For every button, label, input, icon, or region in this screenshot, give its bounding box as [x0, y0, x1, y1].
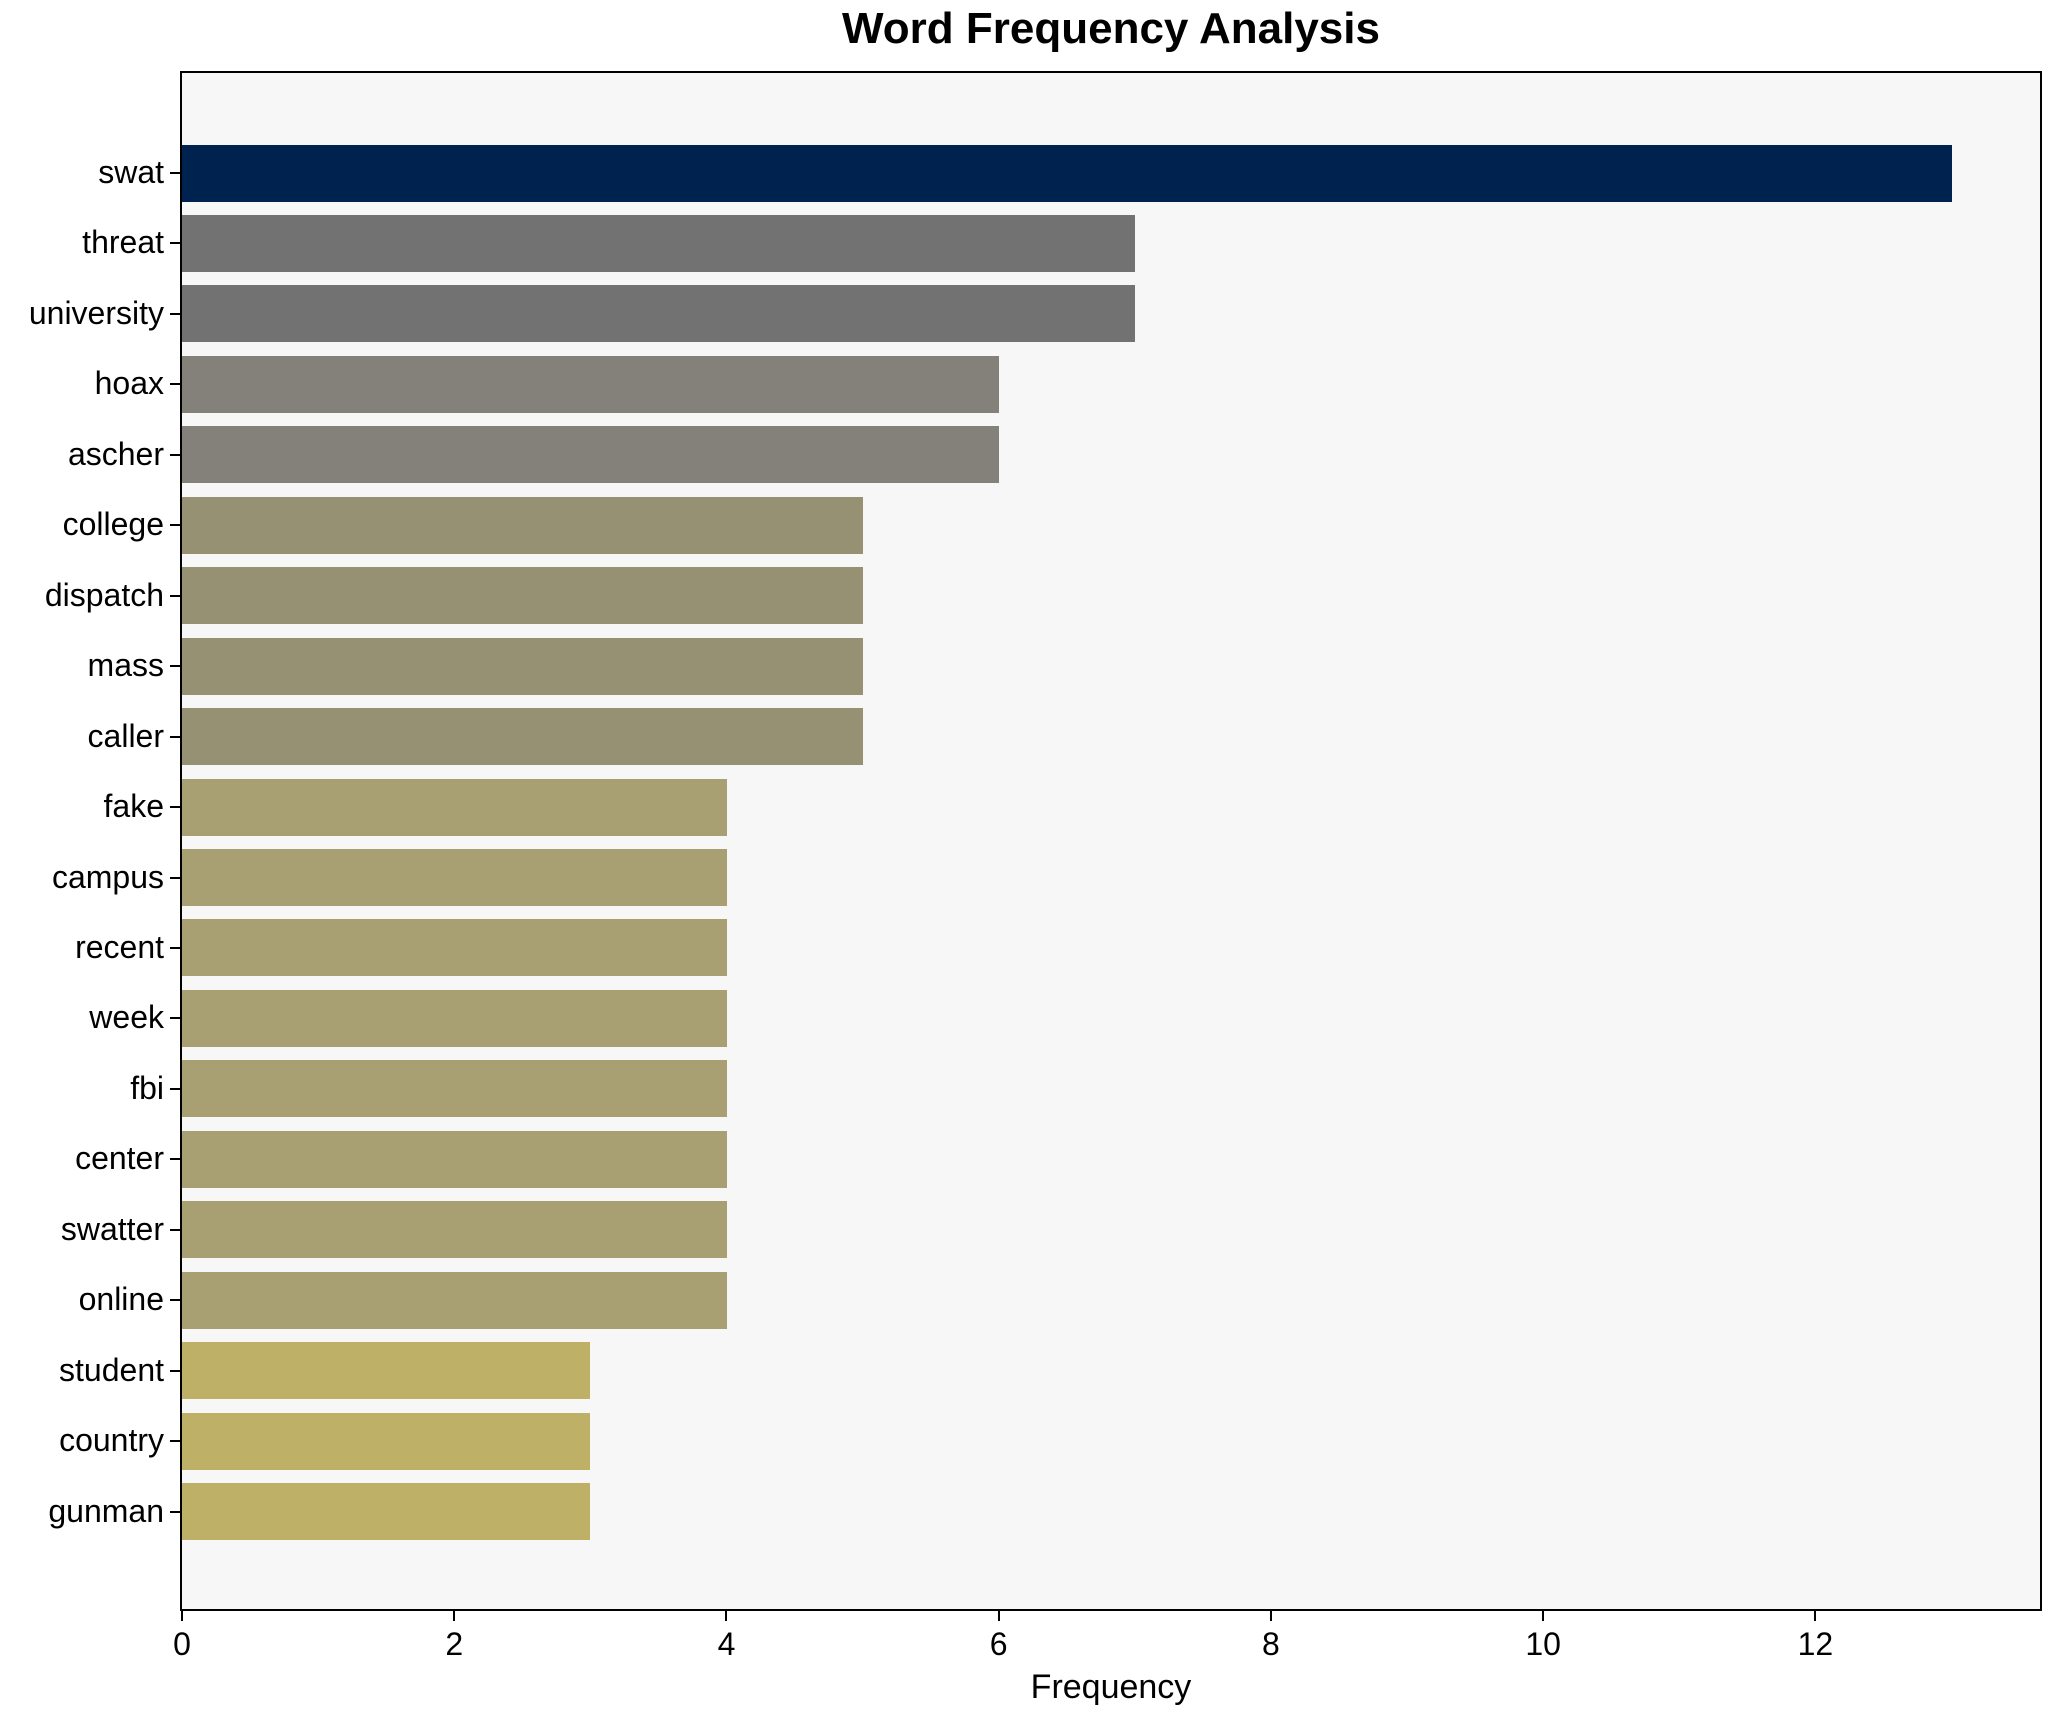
y-tick-mark [170, 1087, 180, 1090]
bar-campus [182, 849, 727, 906]
x-tick-label-12: 12 [1797, 1626, 1834, 1662]
bar-week [182, 989, 727, 1047]
y-tick-mark [170, 1369, 180, 1372]
y-tick-label-week: week [89, 999, 164, 1036]
x-tick-mark [453, 1611, 456, 1621]
y-tick-label-caller: caller [87, 717, 164, 754]
y-tick-mark [170, 1299, 180, 1302]
y-tick-mark [170, 876, 180, 879]
x-tick-mark [997, 1611, 1000, 1621]
bar-dispatch [182, 567, 863, 625]
y-tick-label-recent: recent [75, 928, 164, 965]
bar-hoax [182, 355, 999, 413]
x-tick-label-8: 8 [1262, 1626, 1280, 1662]
y-tick-mark [170, 594, 180, 597]
bar-mass [182, 637, 863, 695]
bar-threat [182, 214, 1135, 272]
y-tick-label-online: online [78, 1280, 164, 1317]
y-tick-label-swatter: swatter [60, 1210, 164, 1247]
bar-student [182, 1342, 591, 1400]
x-tick-mark [1542, 1611, 1545, 1621]
y-tick-label-center: center [75, 1140, 164, 1177]
bar-fbi [182, 1060, 727, 1118]
bar-college [182, 496, 863, 554]
y-tick-label-hoax: hoax [94, 365, 164, 402]
y-tick-label-country: country [59, 1421, 164, 1458]
bar-recent [182, 919, 727, 977]
x-tick-label-0: 0 [173, 1626, 191, 1662]
y-tick-label-college: college [62, 506, 164, 543]
y-tick-mark [170, 383, 180, 386]
bar-center [182, 1130, 727, 1188]
chart-title: Word Frequency Analysis [842, 4, 1380, 53]
y-tick-mark [170, 946, 180, 949]
bar-ascher [182, 426, 999, 484]
x-tick-label-4: 4 [717, 1626, 736, 1662]
y-tick-label-swat: swat [98, 153, 164, 190]
bar-caller [182, 708, 863, 766]
x-tick-label-10: 10 [1525, 1626, 1561, 1662]
y-tick-label-ascher: ascher [67, 435, 164, 472]
y-tick-mark [170, 312, 180, 315]
plot-area [180, 71, 2042, 1611]
x-axis-title: Frequency [1030, 1668, 1192, 1706]
y-tick-mark [170, 735, 180, 738]
x-tick-mark [181, 1611, 183, 1621]
y-tick-mark [170, 665, 180, 668]
y-tick-label-fake: fake [103, 787, 164, 824]
y-tick-mark [170, 1158, 180, 1161]
bar-swatter [182, 1201, 727, 1259]
y-tick-label-university: university [28, 294, 164, 331]
y-tick-label-mass: mass [87, 646, 164, 683]
bar-university [182, 285, 1135, 343]
y-tick-label-student: student [59, 1351, 164, 1388]
x-tick-mark [1814, 1611, 1817, 1621]
x-tick-label-6: 6 [989, 1626, 1008, 1662]
y-tick-mark [170, 1017, 180, 1020]
y-tick-mark [170, 806, 180, 809]
y-tick-mark [170, 453, 180, 456]
bar-country [182, 1412, 591, 1470]
y-tick-mark [170, 242, 180, 245]
bar-swat [182, 144, 1952, 202]
y-tick-label-campus: campus [51, 858, 164, 895]
y-tick-label-gunman: gunman [48, 1492, 164, 1529]
y-tick-mark [170, 1228, 180, 1231]
bar-online [182, 1271, 727, 1329]
x-tick-mark [1269, 1611, 1272, 1621]
y-tick-mark [170, 1440, 180, 1443]
y-tick-label-threat: threat [82, 224, 164, 261]
x-tick-mark [725, 1611, 728, 1621]
y-tick-label-dispatch: dispatch [44, 576, 164, 613]
x-tick-label-2: 2 [445, 1626, 464, 1662]
y-tick-mark [170, 1510, 180, 1513]
bar-fake [182, 778, 727, 836]
y-tick-label-fbi: fbi [130, 1069, 164, 1106]
y-tick-mark [170, 524, 180, 527]
y-tick-mark [170, 172, 180, 174]
bar-gunman [182, 1483, 591, 1541]
